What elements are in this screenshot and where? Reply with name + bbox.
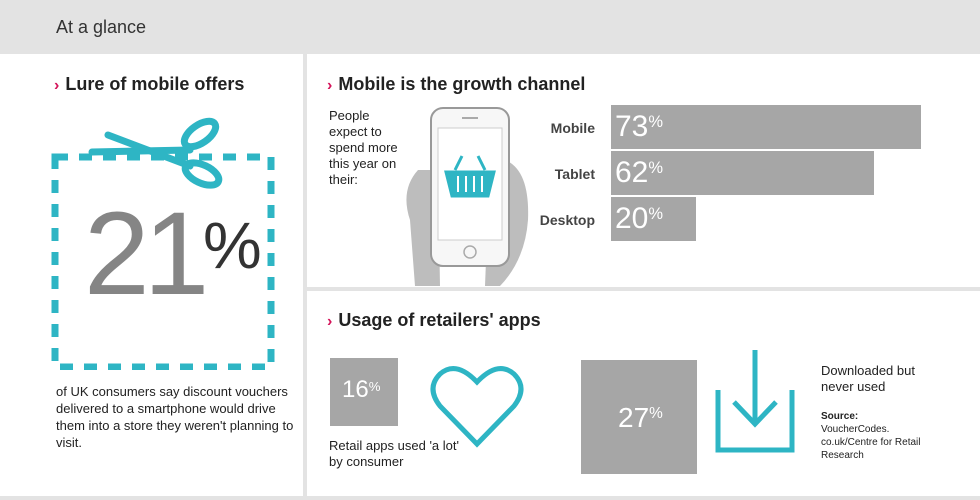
bar-value-tablet: 62%	[615, 156, 664, 189]
stat1-box	[330, 358, 398, 426]
stat2-value: 27%	[618, 402, 663, 433]
bar-label-desktop: Desktop	[539, 212, 595, 228]
stat1-value: 16%	[342, 376, 381, 403]
shopping-basket-icon	[444, 155, 496, 198]
source-text: VoucherCodes. co.uk/Centre for Retail Re…	[821, 424, 921, 461]
bar-tablet	[611, 151, 874, 195]
page-title: At a glance	[56, 17, 147, 37]
bar-label-tablet: Tablet	[554, 166, 595, 182]
bar-mobile	[611, 105, 921, 149]
lure-title-text: Lure of mobile offers	[65, 74, 245, 94]
stat1-caption: Retail apps used 'a lot' by consumer	[329, 438, 459, 469]
chevron-right-icon: ›	[54, 77, 60, 94]
scissors-coupon-graphic	[51, 117, 275, 370]
source-label: Source:	[821, 411, 859, 422]
header-bar: At a glance	[0, 0, 980, 54]
bar-value-mobile: 73%	[615, 110, 664, 143]
bar-desktop	[611, 197, 696, 241]
horizontal-divider	[307, 287, 980, 291]
bar-label-mobile: Mobile	[550, 120, 595, 136]
stat2-caption: Downloaded but never used	[821, 363, 915, 394]
stat2-box	[581, 360, 697, 474]
growth-title-text: Mobile is the growth channel	[338, 74, 586, 94]
lure-big-number: 21	[84, 188, 209, 320]
apps-section-title: › Usage of retailers' apps	[327, 310, 541, 331]
chevron-right-icon: ›	[327, 313, 333, 330]
lure-caption: of UK consumers say discount vouchers de…	[56, 384, 294, 450]
scissors-icon	[88, 117, 223, 189]
lure-big-unit: %	[203, 208, 262, 282]
bar-value-desktop: 20%	[615, 202, 664, 235]
source-note: Source: VoucherCodes. co.uk/Centre for R…	[821, 410, 921, 462]
growth-intro: People expect to spend more this year on…	[329, 108, 398, 187]
chevron-right-icon: ›	[327, 77, 333, 94]
heart-icon	[430, 366, 524, 448]
lure-section-title: › Lure of mobile offers	[54, 74, 244, 95]
phone-in-hand-icon	[406, 107, 529, 286]
growth-section-title: › Mobile is the growth channel	[327, 74, 585, 95]
apps-title-text: Usage of retailers' apps	[338, 310, 541, 330]
bottom-divider	[0, 496, 980, 500]
vertical-divider	[303, 54, 307, 500]
download-icon	[715, 350, 795, 453]
